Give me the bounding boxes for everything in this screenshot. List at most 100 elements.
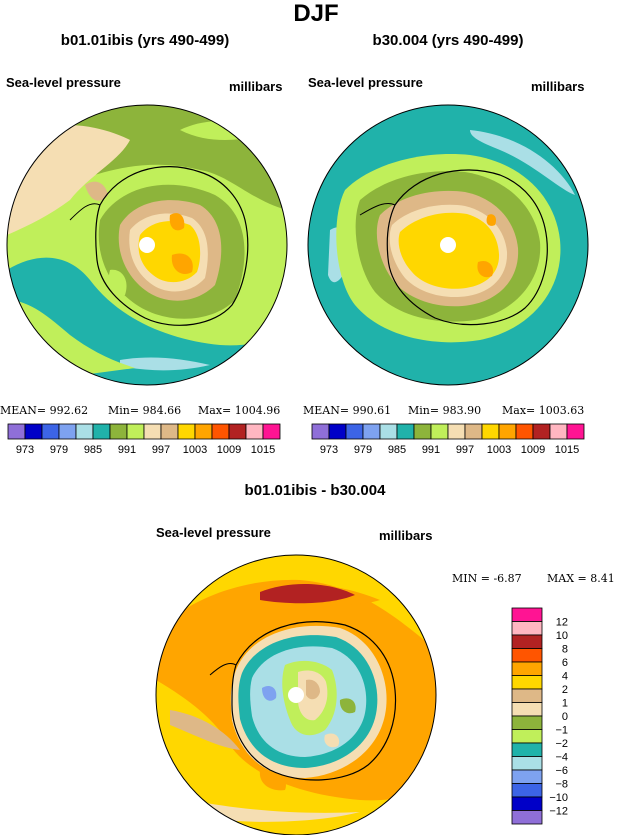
colorbar-swatch: [7, 423, 26, 440]
colorbar-swatch: [413, 423, 432, 440]
colorbar-swatch: [447, 423, 466, 440]
colorbar-swatch: [194, 423, 213, 440]
colorbar-swatch: [511, 742, 543, 757]
max-label: Max=: [198, 404, 232, 417]
colorbar-swatch: [515, 423, 534, 440]
colorbar-tick-label: 10: [556, 630, 568, 642]
colorbar-swatch: [464, 423, 483, 440]
colorbar-tick-label: 1009: [217, 444, 241, 456]
map-3-frame: [155, 554, 437, 835]
panel-1-min: Min= 984.66: [108, 404, 181, 417]
max-value: 1003.63: [538, 404, 585, 417]
colorbar-swatch: [177, 423, 196, 440]
colorbar-tick-label: 973: [16, 444, 34, 456]
colorbar-swatch: [511, 729, 543, 744]
min-label: Min=: [408, 404, 440, 417]
colorbar-tick-label: −4: [555, 752, 568, 764]
colorbar-tick-label: 991: [118, 444, 136, 456]
colorbar-tick-label: −6: [555, 765, 568, 777]
panel-3-max: MAX = 8.41: [547, 572, 615, 585]
colorbar-swatch: [109, 423, 128, 440]
page-title: DJF: [293, 0, 339, 27]
colorbar-swatch: [498, 423, 517, 440]
min-value: 983.90: [442, 404, 482, 417]
panel-3-variable: Sea-level pressure: [156, 525, 271, 540]
panel-3-units: millibars: [379, 528, 433, 543]
colorbar-tick-label: 991: [422, 444, 440, 456]
colorbar-swatch: [511, 715, 543, 730]
max-value: 8.41: [590, 572, 615, 585]
colorbar-tick-label: 1003: [487, 444, 511, 456]
colorbar-swatch: [160, 423, 179, 440]
map-1: [7, 105, 287, 385]
panel-2-variable: Sea-level pressure: [308, 75, 423, 90]
colorbar-tick-label: 8: [562, 644, 568, 656]
min-value: 984.66: [142, 404, 182, 417]
colorbar-tick-label: 1009: [521, 444, 545, 456]
colorbar-swatch: [511, 661, 543, 676]
max-value: 1004.96: [234, 404, 281, 417]
colorbar-tick-label: 985: [388, 444, 406, 456]
colorbar-swatch: [511, 648, 543, 663]
colorbar-tick-label: 1: [562, 698, 568, 710]
colorbar-swatch: [126, 423, 145, 440]
mean-value: 992.62: [49, 404, 89, 417]
colorbar-tick-label: −2: [555, 738, 568, 750]
panel-3-min: MIN = -6.87: [452, 572, 522, 585]
colorbar-tick-label: 979: [50, 444, 68, 456]
colorbar-swatch: [58, 423, 77, 440]
mean-value: 990.61: [352, 404, 392, 417]
colorbar-swatch: [311, 423, 330, 440]
colorbar-tick-label: 985: [84, 444, 102, 456]
colorbar-swatch: [430, 423, 449, 440]
colorbar-tick-label: 997: [456, 444, 474, 456]
colorbar-swatch: [245, 423, 264, 440]
colorbar-swatch: [211, 423, 230, 440]
colorbar-tick-label: −10: [549, 792, 568, 804]
colorbar-swatch: [262, 423, 281, 440]
colorbar-swatch: [345, 423, 364, 440]
colorbar-tick-label: 6: [562, 657, 568, 669]
panel-1-max: Max= 1004.96: [198, 404, 280, 417]
colorbar-swatch: [566, 423, 585, 440]
panel-3-title: b01.01ibis - b30.004: [244, 482, 386, 499]
panel-2-title: b30.004 (yrs 490-499): [372, 32, 524, 49]
mean-label: MEAN=: [303, 404, 350, 417]
colorbar-tick-label: −12: [549, 806, 568, 818]
panel-1-variable: Sea-level pressure: [6, 75, 121, 90]
colorbar-tick-label: 979: [354, 444, 372, 456]
colorbar-swatch: [511, 756, 543, 771]
colorbar-swatch: [511, 810, 543, 825]
panel-1-title: b01.01ibis (yrs 490-499): [60, 32, 230, 49]
colorbar-2: 973 979 985 991 997 1003 1009 1015: [311, 423, 585, 456]
colorbar-tick-label: 0: [562, 711, 568, 723]
map-2: [308, 105, 588, 385]
colorbar-tick-label: 997: [152, 444, 170, 456]
map-2-frame: [307, 104, 589, 386]
colorbar-swatch: [228, 423, 247, 440]
colorbar-swatch: [511, 769, 543, 784]
colorbar-swatch: [143, 423, 162, 440]
colorbar-swatch: [511, 783, 543, 798]
panel-2-units: millibars: [531, 79, 585, 94]
panel-2-min: Min= 983.90: [408, 404, 481, 417]
colorbar-1: 973 979 985 991 997 1003 1009 1015: [7, 423, 281, 456]
colorbar-swatch: [24, 423, 43, 440]
colorbar-tick-label: 4: [562, 671, 568, 683]
panel-1-units: millibars: [229, 79, 283, 94]
colorbar-swatch: [532, 423, 551, 440]
map-1-frame: [6, 104, 288, 386]
colorbar-swatch: [511, 796, 543, 811]
colorbar-swatch: [511, 621, 543, 636]
colorbar-swatch: [362, 423, 381, 440]
panel-2-max: Max= 1003.63: [502, 404, 584, 417]
colorbar-tick-label: 1015: [251, 444, 275, 456]
map-3: [156, 555, 436, 835]
colorbar-tick-label: 2: [562, 684, 568, 696]
colorbar-swatch: [549, 423, 568, 440]
colorbar-tick-label: 12: [556, 617, 568, 629]
max-label: MAX =: [547, 572, 587, 585]
colorbar-tick-label: 973: [320, 444, 338, 456]
